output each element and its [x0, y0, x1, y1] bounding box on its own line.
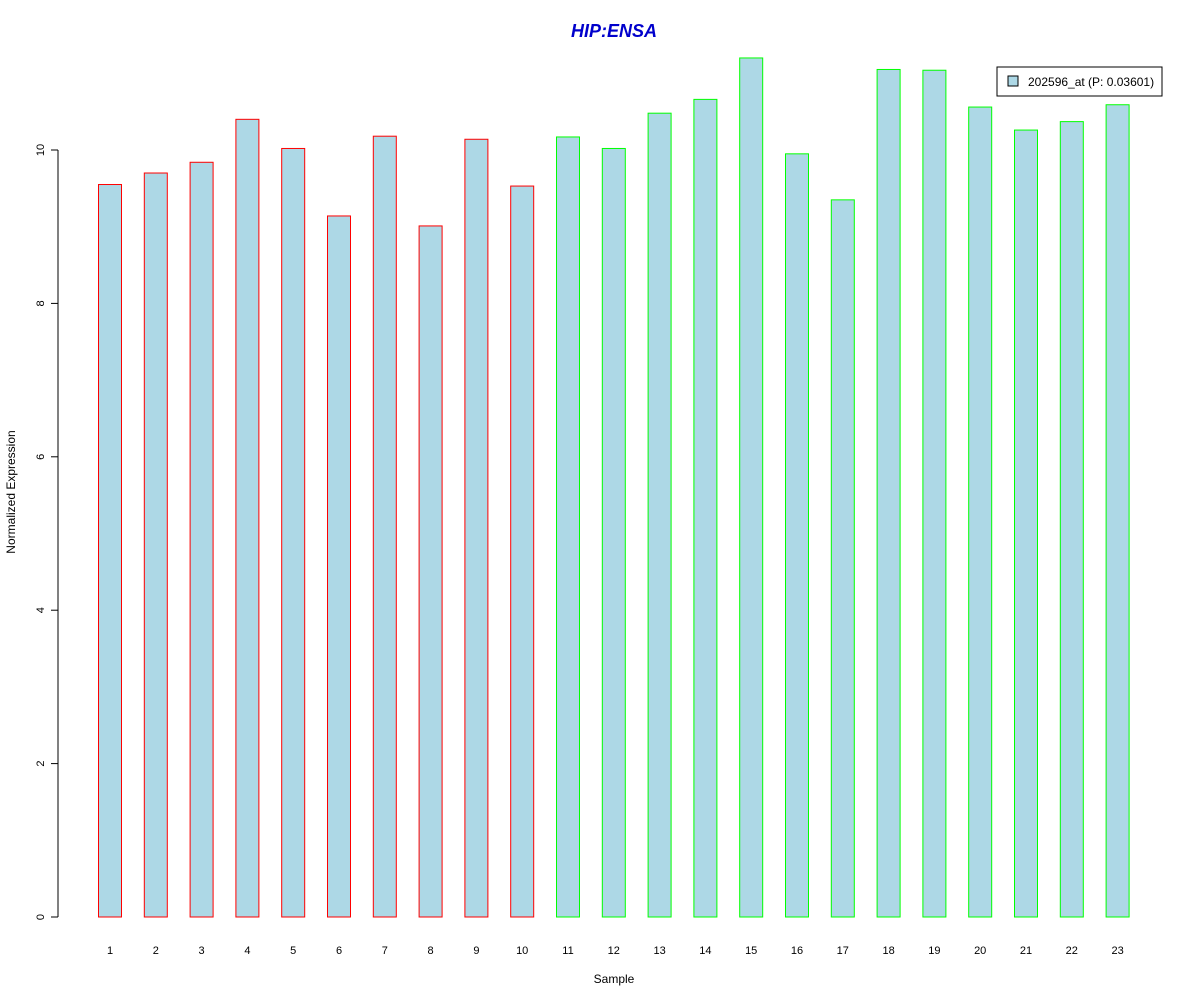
x-tick-label: 13 — [653, 945, 665, 957]
x-tick-label: 9 — [473, 945, 479, 957]
x-tick-label: 2 — [153, 945, 159, 957]
x-tick-label: 3 — [199, 945, 205, 957]
x-tick-label: 17 — [837, 945, 849, 957]
x-tick-label: 22 — [1066, 945, 1078, 957]
y-tick-label: 0 — [35, 914, 47, 920]
bar-sample-19 — [922, 69, 947, 918]
y-tick-label: 6 — [35, 454, 47, 460]
y-tick-label: 10 — [35, 144, 47, 156]
bar-sample-15 — [739, 57, 764, 918]
bar-sample-21 — [1014, 129, 1038, 918]
x-tick-labels: 1 2 3 4 5 6 7 8 9 10 11 12 13 14 15 16 17 18 19 20 21 22 23 — [107, 945, 1124, 957]
bar-sample-8 — [418, 225, 443, 918]
x-tick-label: 11 — [562, 945, 573, 957]
x-tick-label: 1 — [107, 945, 113, 957]
x-tick-label: 15 — [745, 945, 757, 957]
bar-sample-10 — [510, 185, 535, 918]
bar-sample-13 — [647, 112, 672, 918]
x-tick-label: 4 — [244, 945, 250, 957]
x-tick-label: 7 — [382, 945, 388, 957]
x-axis-label: Sample — [594, 972, 635, 986]
bar-sample-11 — [556, 136, 580, 918]
bar-sample-22 — [1059, 121, 1084, 918]
bar-sample-3 — [189, 161, 214, 918]
x-tick-label: 20 — [974, 945, 986, 957]
bar-sample-9 — [464, 138, 489, 918]
x-tick-label: 14 — [699, 945, 711, 957]
bar-sample-4 — [235, 118, 260, 918]
legend: 202596_at (P: 0.03601) — [996, 66, 1163, 97]
bar-sample-7 — [372, 135, 397, 918]
bars — [98, 57, 1130, 918]
bar-sample-2 — [143, 172, 168, 918]
x-tick-label: 19 — [928, 945, 940, 957]
bar-sample-18 — [876, 68, 901, 918]
bar-sample-6 — [327, 215, 351, 918]
y-tick-label: 8 — [35, 300, 47, 306]
legend-box — [996, 66, 1163, 97]
bar-sample-16 — [785, 153, 809, 918]
y-axis-label: Normalized Expression — [4, 430, 18, 553]
legend-label: 202596_at (P: 0.03601) — [1028, 75, 1154, 89]
x-tick-label: 6 — [336, 945, 342, 957]
x-tick-label: 18 — [882, 945, 894, 957]
y-tick-label: 2 — [35, 761, 47, 767]
x-tick-label: 23 — [1111, 945, 1123, 957]
x-tick-label: 8 — [428, 945, 434, 957]
legend-swatch — [1007, 75, 1019, 87]
bar-sample-1 — [98, 184, 122, 918]
x-tick-label: 21 — [1020, 945, 1032, 957]
bar-sample-23 — [1105, 104, 1130, 918]
x-tick-label: 12 — [608, 945, 620, 957]
bar-sample-20 — [968, 106, 993, 918]
y-axis: 0 2 4 6 8 10 — [35, 144, 59, 920]
chart-title: HIP:ENSA — [571, 21, 657, 41]
x-tick-label: 16 — [791, 945, 803, 957]
y-tick-label: 4 — [35, 607, 47, 613]
x-tick-label: 5 — [290, 945, 296, 957]
bar-sample-17 — [830, 199, 855, 918]
bar-sample-14 — [693, 98, 718, 918]
bar-sample-5 — [281, 147, 306, 918]
x-tick-label: 10 — [516, 945, 528, 957]
bar-sample-12 — [601, 147, 626, 918]
